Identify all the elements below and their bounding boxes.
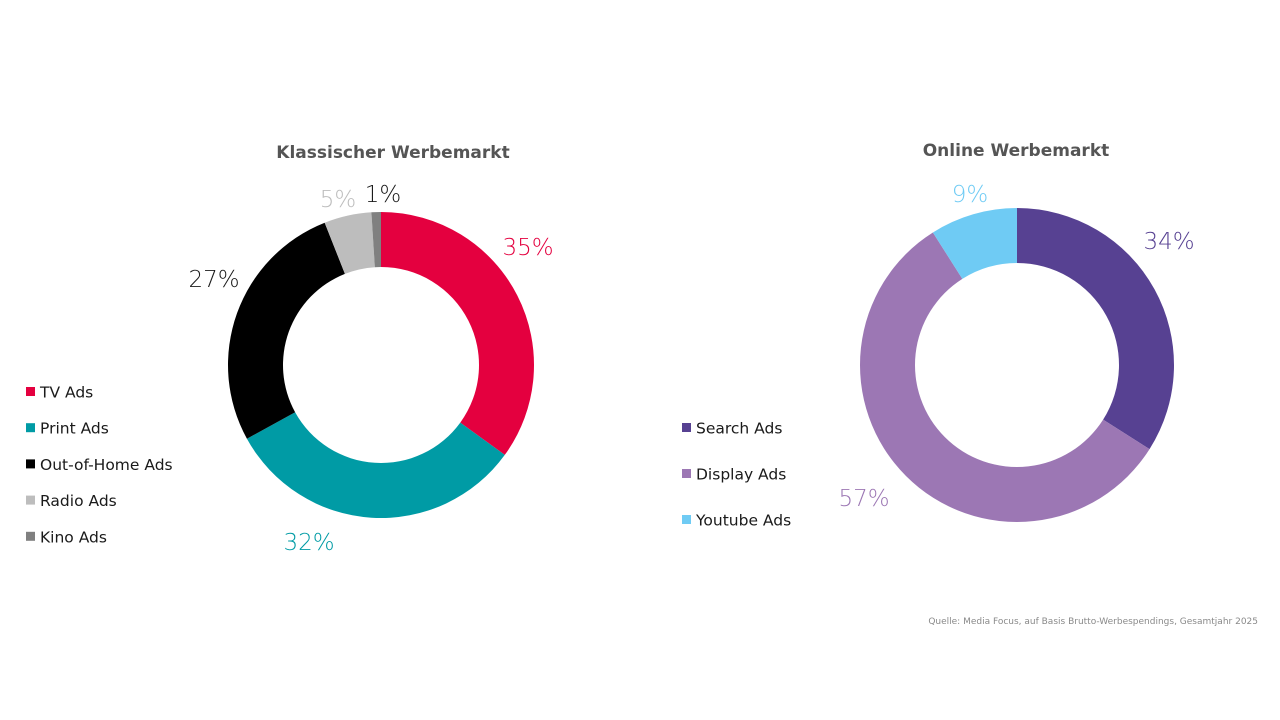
legend-swatch-out-of-home-ads — [26, 459, 35, 469]
slice-display-ads — [860, 232, 1150, 522]
legend-swatch-tv-ads — [26, 387, 35, 396]
slice-label-out-of-home-ads: 27% — [188, 267, 239, 293]
chart-title: Online Werbemarkt — [923, 141, 1110, 161]
slice-label-radio-ads: 5% — [320, 187, 357, 213]
slice-label-search-ads: 34% — [1143, 229, 1194, 255]
legend-swatch-kino-ads — [26, 531, 35, 541]
slice-label-display-ads: 57% — [838, 486, 889, 512]
slice-out-of-home-ads — [228, 222, 345, 439]
slice-label-tv-ads: 35% — [502, 235, 553, 261]
chart-klassischer-werbemarkt: Klassischer Werbemarkt 35% 32% 27% 5% 1% TV … — [26, 143, 554, 556]
legend-label-display-ads: Display Ads — [696, 466, 786, 484]
chart-online-werbemarkt: Online Werbemarkt 34% 57% 9% Search Ads Dis… — [682, 141, 1195, 530]
legend-label-radio-ads: Radio Ads — [40, 492, 117, 510]
legend-label-out-of-home-ads: Out-of-Home Ads — [40, 456, 173, 474]
donut-slices — [860, 208, 1174, 522]
legend-label-tv-ads: TV Ads — [39, 384, 93, 402]
legend-swatch-display-ads — [682, 469, 691, 478]
legend-label-search-ads: Search Ads — [696, 420, 782, 438]
chart-title: Klassischer Werbemarkt — [276, 143, 509, 163]
slice-label-print-ads: 32% — [283, 530, 334, 556]
legend-swatch-radio-ads — [26, 495, 35, 505]
legend-swatch-search-ads — [682, 423, 691, 432]
slice-print-ads — [246, 412, 505, 519]
legend-swatch-youtube-ads — [682, 515, 691, 524]
slice-kino-ads — [371, 212, 381, 268]
source-note: Quelle: Media Focus, auf Basis Brutto-We… — [928, 617, 1258, 627]
slice-label-kino-ads: 1% — [365, 182, 402, 208]
legend: TV Ads Print Ads Out-of-Home Ads Radio Ads K… — [26, 384, 173, 546]
slice-labels: 35% 32% 27% 5% 1% — [188, 182, 553, 556]
slice-radio-ads — [324, 212, 375, 274]
donut-slices — [228, 212, 534, 519]
legend-label-kino-ads: Kino Ads — [40, 528, 107, 546]
legend: Search Ads Display Ads Youtube Ads — [682, 420, 791, 530]
legend-label-print-ads: Print Ads — [40, 420, 109, 438]
slice-tv-ads — [381, 212, 534, 455]
slice-label-youtube-ads: 9% — [952, 182, 989, 208]
slice-youtube-ads — [932, 208, 1017, 279]
legend-swatch-print-ads — [26, 423, 35, 433]
slice-search-ads — [1017, 208, 1174, 450]
legend-label-youtube-ads: Youtube Ads — [695, 512, 791, 530]
slice-labels: 34% 57% 9% — [838, 182, 1194, 512]
